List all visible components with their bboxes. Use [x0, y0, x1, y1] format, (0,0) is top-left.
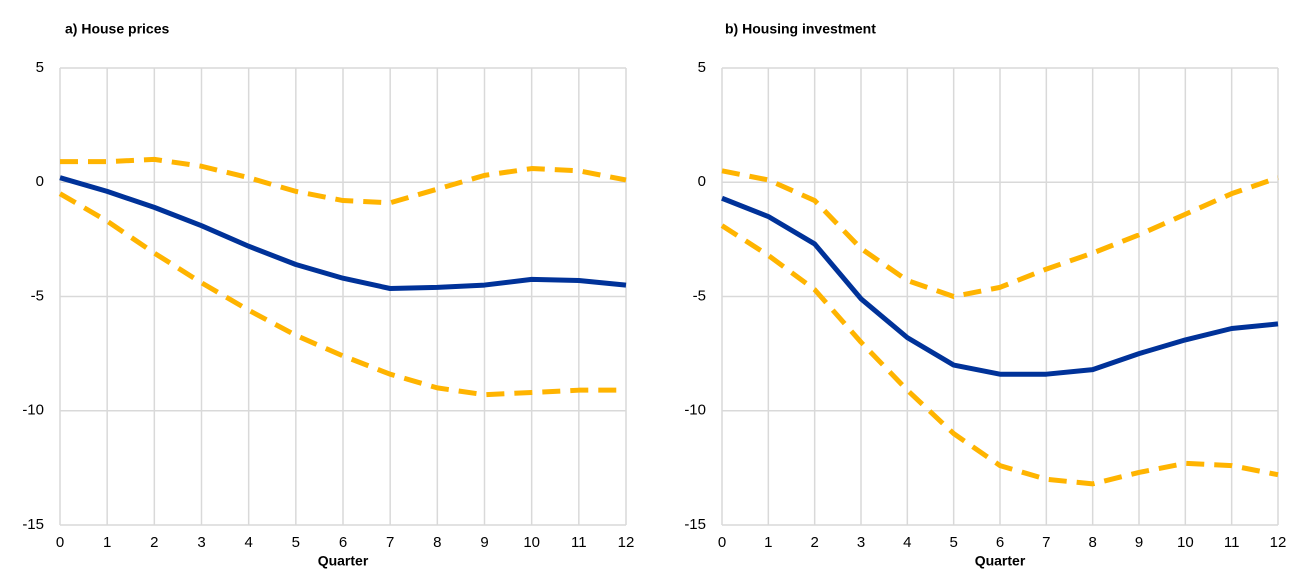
- y-tick-label: -15: [684, 516, 706, 533]
- x-tick-label: 2: [150, 534, 158, 551]
- x-tick-label: 6: [339, 534, 347, 551]
- x-tick-label: 10: [523, 534, 540, 551]
- x-tick-label: 3: [857, 534, 865, 551]
- x-tick-label: 0: [718, 534, 726, 551]
- line-series: [720, 223, 1279, 487]
- y-tick-label: 5: [698, 59, 706, 76]
- y-tick-label: -5: [31, 287, 44, 304]
- line-series: [721, 195, 1279, 377]
- x-tick-label: 9: [480, 534, 488, 551]
- x-tick-label: 7: [1042, 534, 1050, 551]
- x-axis-label: Quarter: [975, 553, 1026, 569]
- x-tick-label: 3: [197, 534, 205, 551]
- x-tick-label: 6: [996, 534, 1004, 551]
- y-tick-label: -15: [22, 516, 44, 533]
- x-tick-label: 7: [386, 534, 394, 551]
- y-tick-label: 0: [36, 173, 44, 190]
- x-tick-label: 11: [571, 534, 587, 551]
- chart-title: a) House prices: [65, 21, 169, 37]
- x-tick-label: 11: [1224, 534, 1240, 551]
- line-series: [59, 175, 627, 292]
- x-axis-label: Quarter: [318, 553, 369, 569]
- y-tick-label: -5: [693, 287, 706, 304]
- chart-title: b) Housing investment: [725, 21, 876, 37]
- y-tick-label: -10: [684, 402, 706, 419]
- y-tick-label: 0: [698, 173, 706, 190]
- x-tick-label: 12: [618, 534, 635, 551]
- x-tick-label: 8: [1088, 534, 1096, 551]
- x-tick-label: 9: [1135, 534, 1143, 551]
- x-tick-label: 4: [244, 534, 252, 551]
- x-tick-label: 10: [1177, 534, 1194, 551]
- x-tick-label: 5: [949, 534, 957, 551]
- x-tick-label: 1: [764, 534, 772, 551]
- x-tick-label: 2: [810, 534, 818, 551]
- x-tick-label: 8: [433, 534, 441, 551]
- x-tick-label: 5: [292, 534, 300, 551]
- y-tick-label: -10: [22, 402, 44, 419]
- line-series: [721, 168, 1279, 299]
- x-tick-label: 1: [103, 534, 111, 551]
- x-tick-label: 0: [56, 534, 64, 551]
- x-tick-label: 12: [1270, 534, 1287, 551]
- y-tick-label: 5: [36, 59, 44, 76]
- x-tick-label: 4: [903, 534, 911, 551]
- line-series: [60, 156, 627, 206]
- line-series: [58, 191, 626, 398]
